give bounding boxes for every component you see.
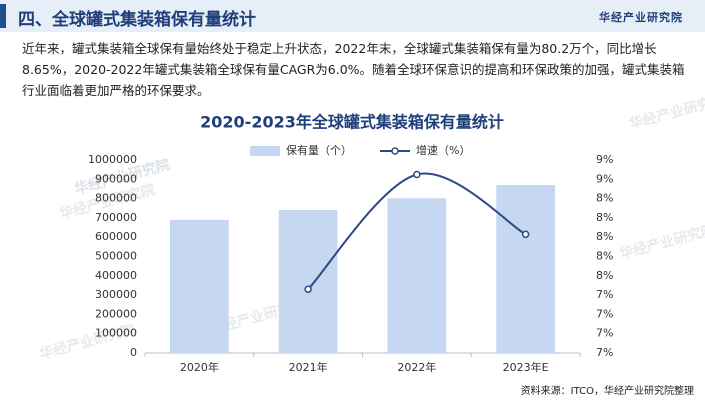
watermark: 华经产业研究院 bbox=[628, 91, 705, 133]
chart-title: 2020-2023年全球罐式集装箱保有量统计 bbox=[200, 113, 504, 132]
header-logo: 华经产业研究院 bbox=[599, 11, 683, 24]
y-tick-label: 1000000 bbox=[88, 153, 137, 166]
y-tick-label: 400000 bbox=[95, 269, 137, 282]
legend-swatch bbox=[250, 146, 280, 156]
bar bbox=[496, 185, 555, 353]
y2-tick-label: 7% bbox=[596, 327, 613, 340]
y-tick-label: 200000 bbox=[95, 307, 137, 320]
line-point bbox=[521, 230, 530, 239]
y2-tick-label: 8% bbox=[596, 230, 613, 243]
y2-tick-label: 8% bbox=[596, 192, 613, 205]
y-tick-label: 500000 bbox=[95, 250, 137, 263]
y-tick-label: 0 bbox=[130, 346, 137, 359]
y-tick-label: 600000 bbox=[95, 230, 137, 243]
bar bbox=[278, 209, 338, 353]
watermark: 华经产业研究院 bbox=[618, 221, 705, 263]
bar bbox=[387, 198, 447, 353]
y2-tick-label: 7% bbox=[596, 346, 613, 359]
y2-tick-label: 8% bbox=[596, 211, 613, 224]
legend-swatch bbox=[391, 147, 399, 155]
x-tick-label: 2022年 bbox=[397, 360, 436, 374]
header-accent bbox=[0, 4, 6, 28]
bar bbox=[170, 219, 229, 353]
y-tick-label: 800000 bbox=[95, 192, 137, 205]
x-tick-label: 2021年 bbox=[289, 360, 328, 374]
paragraph: 近年来，罐式集装箱全球保有量始终处于稳定上升状态，2022年末，全球罐式集装箱保… bbox=[22, 41, 685, 98]
y-tick-label: 100000 bbox=[95, 327, 137, 340]
header-title: 四、全球罐式集装箱保有量统计 bbox=[18, 10, 256, 30]
y-tick-label: 900000 bbox=[95, 172, 137, 185]
y2-tick-label: 9% bbox=[596, 172, 613, 185]
x-tick-label: 2023年E bbox=[503, 360, 549, 374]
legend-label: 保有量（个） bbox=[286, 143, 352, 157]
line-point bbox=[304, 285, 312, 294]
legend-label: 增速（%） bbox=[416, 143, 470, 157]
source: 资料来源：ITCO，华经产业研究院整理 bbox=[521, 384, 694, 397]
y2-tick-label: 7% bbox=[596, 307, 613, 320]
y-tick-label: 700000 bbox=[95, 211, 137, 224]
header: 四、全球罐式集装箱保有量统计 华经产业研究院 bbox=[0, 0, 705, 32]
y-tick-label: 300000 bbox=[95, 288, 137, 301]
y2-tick-label: 9% bbox=[596, 153, 613, 166]
y2-tick-label: 8% bbox=[596, 269, 613, 282]
y2-tick-label: 7% bbox=[596, 288, 613, 301]
line-point bbox=[413, 170, 421, 179]
y2-tick-label: 8% bbox=[596, 250, 613, 263]
x-tick-label: 2020年 bbox=[180, 360, 219, 374]
